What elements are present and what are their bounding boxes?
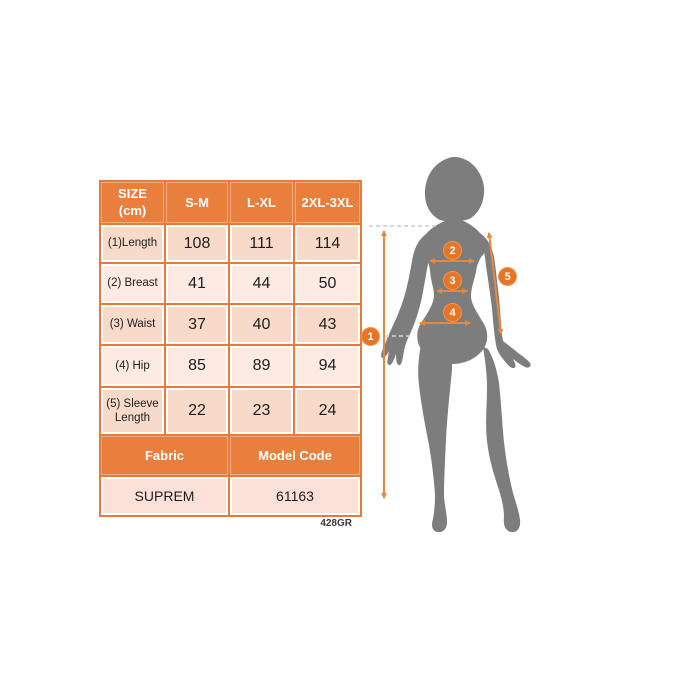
measurement-point-3: 3 — [443, 271, 462, 290]
measurement-point-5: 5 — [498, 267, 517, 286]
waist-2xl3xl-value: 43 — [293, 303, 362, 346]
breast-2xl3xl-value: 50 — [293, 262, 362, 305]
row-label-breast: (2) Breast — [99, 262, 166, 305]
measurement-point-1: 1 — [361, 327, 380, 346]
header-cell-lxl: L-XL — [228, 180, 295, 225]
silhouette-right-arm — [479, 234, 531, 369]
silhouette-left-leg — [418, 345, 452, 533]
sleeve-sm-value: 22 — [164, 386, 230, 436]
header-cell-model-code: Model Code — [228, 434, 362, 477]
fabric-value: SUPREM — [99, 475, 230, 517]
size-chart-table: SIZE (cm) S-M L-XL 2XL-3XL (1)Length 108… — [99, 180, 362, 517]
sleeve-lxl-value: 23 — [228, 386, 295, 436]
model-code-value: 61163 — [228, 475, 362, 517]
silhouette-head — [424, 157, 485, 222]
header-cell-2xl3xl: 2XL-3XL — [293, 180, 362, 225]
header-cell-fabric: Fabric — [99, 434, 230, 477]
hip-2xl3xl-value: 94 — [293, 344, 362, 388]
row-label-sleeve-length: (5) Sleeve Length — [99, 386, 166, 436]
measurement-figure: 1 2 3 4 5 — [355, 145, 545, 550]
header-cell-sm: S-M — [164, 180, 230, 225]
table-row-length: (1)Length 108 111 114 — [99, 223, 362, 264]
sleeve-2xl3xl-value: 24 — [293, 386, 362, 436]
measurement-point-4: 4 — [443, 303, 462, 322]
size-table-header-row: SIZE (cm) S-M L-XL 2XL-3XL — [99, 180, 362, 225]
silhouette-left-arm — [381, 234, 431, 366]
breast-lxl-value: 44 — [228, 262, 295, 305]
breast-sm-value: 41 — [164, 262, 230, 305]
silhouette-right-leg — [483, 347, 521, 533]
hip-sm-value: 85 — [164, 344, 230, 388]
length-sm-value: 108 — [164, 223, 230, 264]
table-footer-value-row: SUPREM 61163 — [99, 475, 362, 517]
sleeve-arrow — [486, 232, 504, 335]
silhouette-body — [381, 157, 531, 533]
measurement-point-2: 2 — [443, 241, 462, 260]
woman-silhouette-figure — [369, 157, 531, 533]
row-label-hip: (4) Hip — [99, 344, 166, 388]
length-lxl-value: 111 — [228, 223, 295, 264]
table-row-hip: (4) Hip 85 89 94 — [99, 344, 362, 388]
waist-sm-value: 37 — [164, 303, 230, 346]
waist-lxl-value: 40 — [228, 303, 295, 346]
fabric-weight-note: 428GR — [320, 518, 352, 529]
table-row-sleeve-length: (5) Sleeve Length 22 23 24 — [99, 386, 362, 436]
table-row-breast: (2) Breast 41 44 50 — [99, 262, 362, 305]
row-label-waist: (3) Waist — [99, 303, 166, 346]
header-cell-size-cm: SIZE (cm) — [99, 180, 166, 225]
length-2xl3xl-value: 114 — [293, 223, 362, 264]
hip-lxl-value: 89 — [228, 344, 295, 388]
table-row-waist: (3) Waist 37 40 43 — [99, 303, 362, 346]
row-label-length: (1)Length — [99, 223, 166, 264]
table-footer-header-row: Fabric Model Code — [99, 434, 362, 477]
